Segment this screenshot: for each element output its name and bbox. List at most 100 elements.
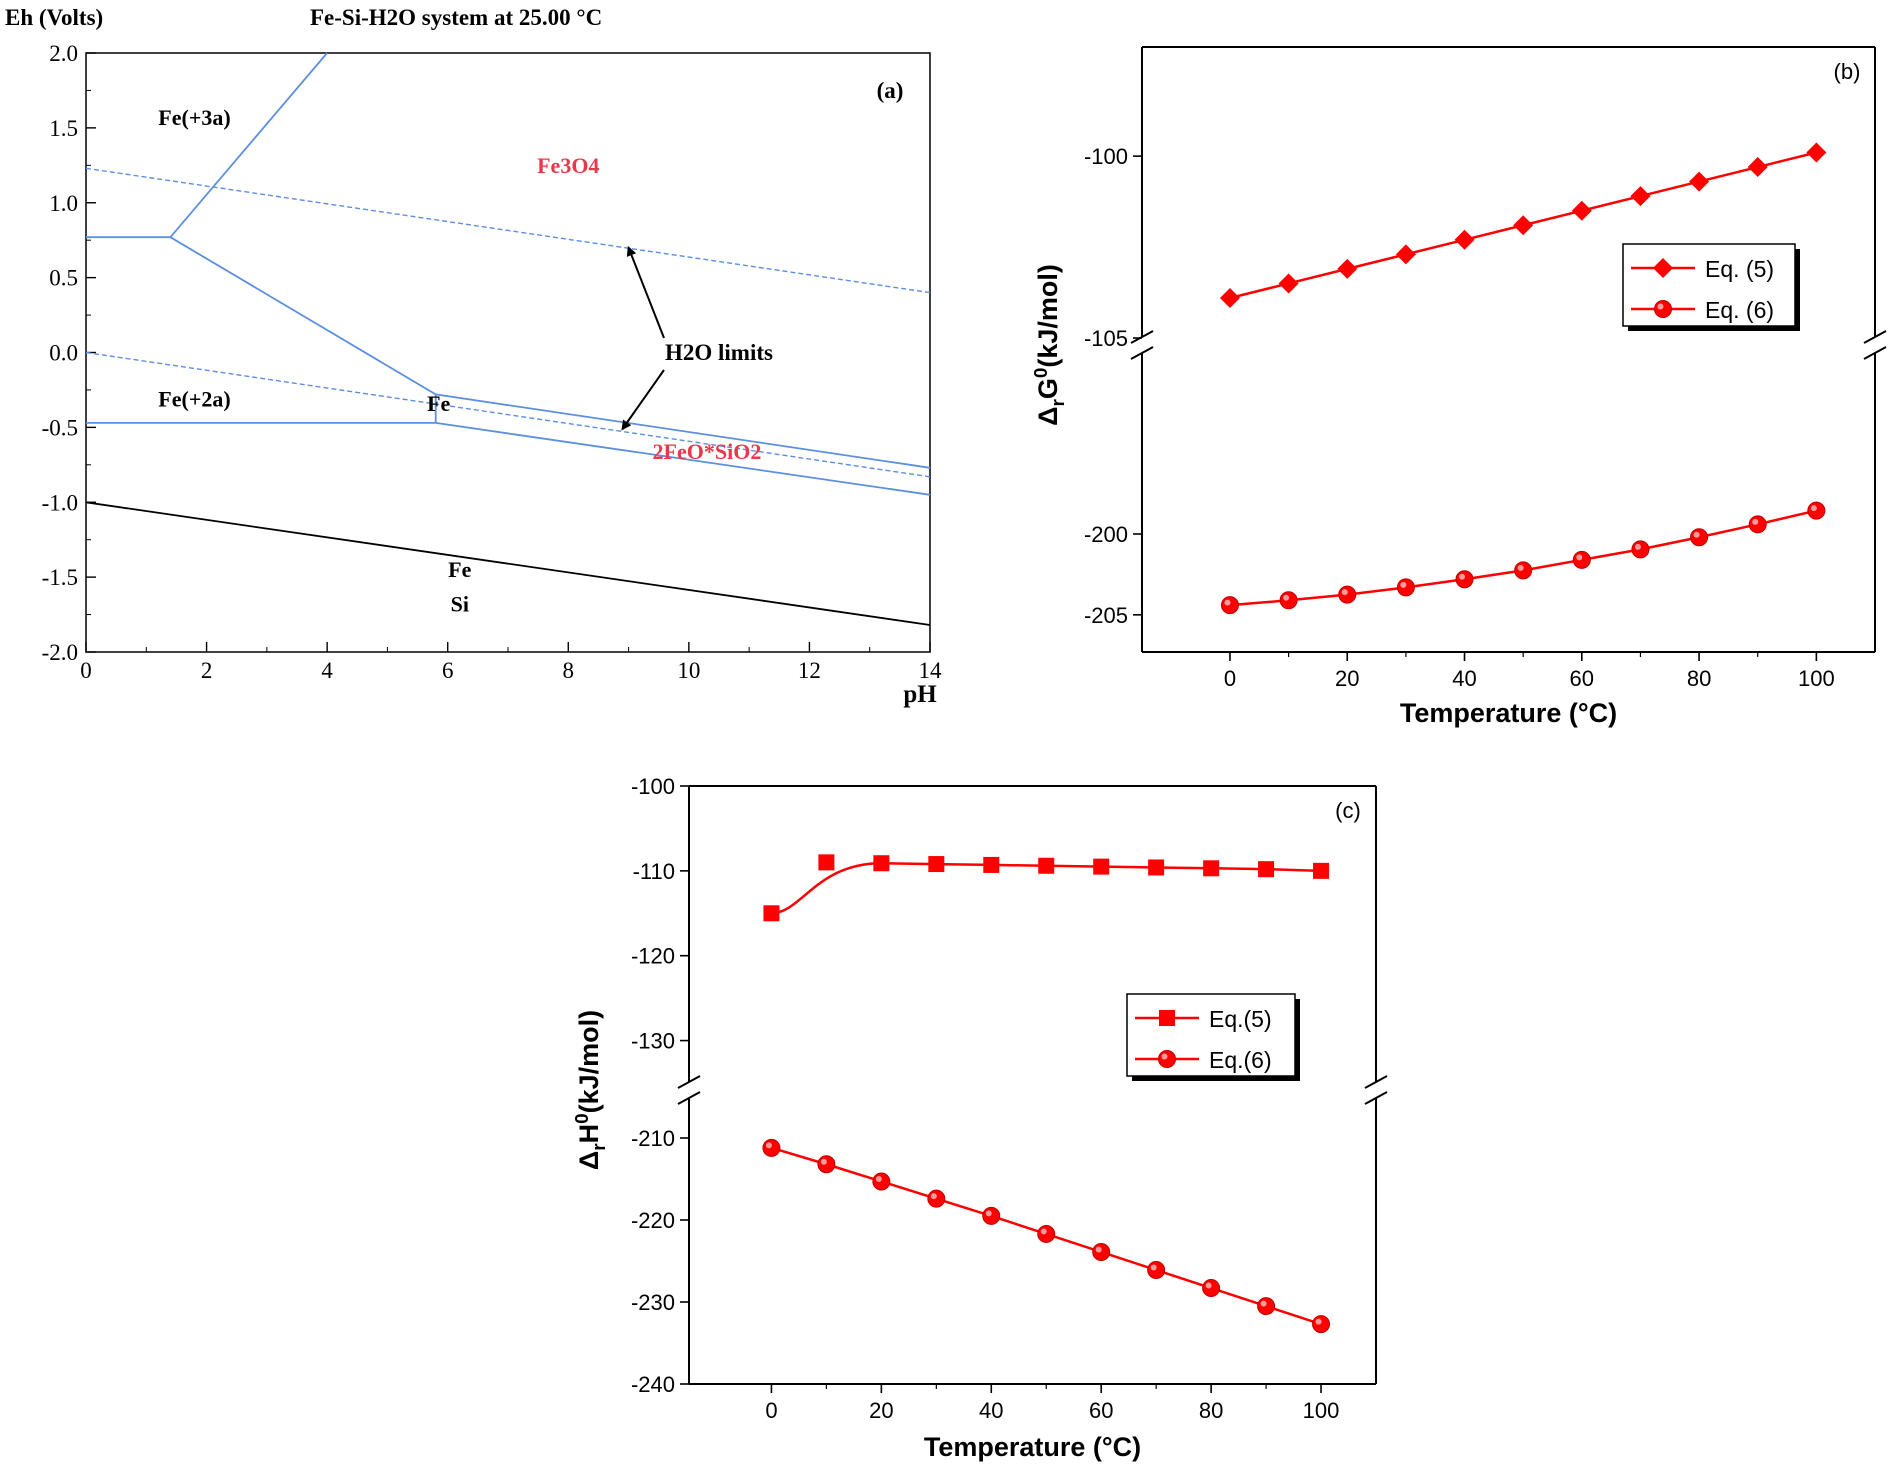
y-tick-label: -110 bbox=[633, 859, 675, 884]
data-point-diamond bbox=[1653, 258, 1673, 278]
panel-b-gibbs-energy-chart: 0 20 40 60 80 100 -100 -105 -200 -205 Temperature … bbox=[1031, 46, 1887, 728]
chart-title: Fe-Si-H2O system at 25.00 °C bbox=[310, 5, 602, 30]
data-point-highlight bbox=[1459, 573, 1466, 580]
data-point-highlight bbox=[1693, 531, 1700, 538]
data-point-circle bbox=[817, 1155, 836, 1174]
data-point-highlight bbox=[1040, 1228, 1047, 1235]
data-point-highlight bbox=[930, 1193, 937, 1200]
region-label: Fe bbox=[448, 557, 471, 582]
data-point-diamond bbox=[1337, 258, 1358, 279]
axis-break-mark bbox=[1863, 330, 1887, 344]
y-tick-label: -240 bbox=[631, 1372, 675, 1397]
data-point-circle bbox=[1748, 515, 1767, 534]
panel-label: (b) bbox=[1834, 59, 1861, 84]
data-point-square bbox=[1258, 861, 1275, 878]
y-tick-label: -105 bbox=[1084, 326, 1128, 351]
y-axis-label: ΔrG0(kJ/mol) bbox=[1031, 264, 1069, 426]
y-tick-label: -1.0 bbox=[42, 490, 78, 515]
data-point-diamond bbox=[1454, 229, 1475, 250]
data-point-square bbox=[818, 854, 835, 871]
data-point-highlight bbox=[1341, 589, 1348, 596]
region-label: Fe3O4 bbox=[537, 153, 599, 178]
data-point-circle bbox=[1092, 1242, 1111, 1261]
data-point-circle bbox=[1654, 300, 1672, 318]
x-tick-label: 80 bbox=[1687, 666, 1711, 691]
data-point-highlight bbox=[1224, 599, 1231, 606]
x-tick-label: 60 bbox=[1089, 1398, 1113, 1423]
x-tick-label: 0 bbox=[1224, 666, 1236, 691]
data-point-circle bbox=[1220, 596, 1239, 615]
data-point-circle bbox=[762, 1138, 781, 1157]
x-tick-label: 100 bbox=[1303, 1398, 1340, 1423]
boundary-line-b5 bbox=[435, 393, 931, 469]
x-tick-label: 0 bbox=[765, 1398, 777, 1423]
y-tick-label: -220 bbox=[631, 1208, 675, 1233]
y-tick-label: -2.0 bbox=[42, 640, 78, 665]
data-point-square bbox=[873, 855, 890, 872]
series-line bbox=[771, 861, 1322, 915]
y-axis-label-part: 0 bbox=[1031, 368, 1052, 379]
x-axis-label: Temperature (°C) bbox=[1400, 698, 1617, 728]
data-point-diamond bbox=[1806, 142, 1827, 163]
y-tick-label: -205 bbox=[1084, 603, 1128, 628]
y-tick-label: -130 bbox=[631, 1029, 675, 1054]
region-label: Fe bbox=[427, 391, 450, 416]
y-tick-label: -100 bbox=[1084, 144, 1128, 169]
data-point-square bbox=[763, 905, 780, 922]
region-label: 2FeO*SiO2 bbox=[653, 439, 762, 464]
data-point-circle bbox=[1690, 528, 1709, 547]
data-point-circle bbox=[1455, 570, 1474, 589]
y-axis-label-part: (kJ/mol) bbox=[574, 1010, 604, 1114]
panel-a-eh-ph-diagram: 0 2 4 6 8 10 12 14 2.0 1.5 1.0 0.5 0.0 -0.5 -1.0 -1.5 -2… bbox=[5, 5, 942, 708]
data-point-highlight bbox=[1095, 1246, 1102, 1253]
region-label: Si bbox=[451, 592, 469, 617]
axis-break-mark bbox=[677, 1091, 701, 1105]
panel-c-enthalpy-chart: 0 20 40 60 80 100 -100 -110 -120 -130 -210 -220 -230… bbox=[572, 774, 1388, 1462]
x-axis-label: Temperature (°C) bbox=[924, 1432, 1141, 1462]
axis-break-mark bbox=[1364, 1091, 1388, 1105]
y-tick-label: -210 bbox=[631, 1126, 675, 1151]
y-axis-label-part: r bbox=[1048, 399, 1069, 407]
series-diamond bbox=[1219, 142, 1827, 308]
x-tick-label: 60 bbox=[1570, 666, 1594, 691]
boundary-line-b3 bbox=[169, 236, 437, 396]
y-tick-label: 0.0 bbox=[49, 341, 78, 366]
data-point-diamond bbox=[1513, 215, 1534, 236]
y-axis-label-part: r bbox=[589, 1143, 610, 1151]
y-axis-label: ΔrH0(kJ/mol) bbox=[572, 1010, 610, 1170]
data-point-highlight bbox=[1205, 1282, 1212, 1289]
data-point-circle bbox=[1572, 550, 1591, 569]
panel-label: (a) bbox=[877, 78, 904, 103]
y-tick-label: -100 bbox=[631, 774, 675, 799]
region-label: Fe(+2a) bbox=[158, 386, 230, 411]
data-point-circle bbox=[982, 1206, 1001, 1225]
data-point-highlight bbox=[875, 1175, 882, 1182]
x-tick-label: 80 bbox=[1199, 1398, 1223, 1423]
data-point-diamond bbox=[1630, 186, 1651, 207]
data-point-circle bbox=[872, 1172, 891, 1191]
data-point-highlight bbox=[985, 1210, 992, 1217]
x-tick-label: 14 bbox=[919, 658, 943, 683]
panel-label: (c) bbox=[1335, 798, 1361, 823]
axis-break-mark bbox=[1364, 1075, 1388, 1089]
data-point-diamond bbox=[1689, 171, 1710, 192]
y-tick-label: 1.5 bbox=[49, 116, 78, 141]
x-tick-label: 12 bbox=[798, 658, 821, 683]
data-point-square bbox=[1313, 862, 1330, 879]
data-point-square bbox=[1093, 858, 1110, 875]
legend-label: Eq. (5) bbox=[1705, 256, 1774, 282]
y-tick-label: -230 bbox=[631, 1290, 675, 1315]
boundary-line-h2o-lower bbox=[85, 351, 931, 478]
data-point-square bbox=[1148, 859, 1165, 876]
data-point-highlight bbox=[765, 1142, 772, 1149]
axis-break-mark bbox=[1863, 346, 1887, 360]
data-point-square bbox=[983, 856, 1000, 873]
data-point-highlight bbox=[1576, 554, 1583, 561]
data-point-circle bbox=[1396, 578, 1415, 597]
data-point-highlight bbox=[1634, 543, 1641, 550]
x-tick-label: 20 bbox=[869, 1398, 893, 1423]
series-square bbox=[763, 854, 1330, 922]
data-point-highlight bbox=[1283, 594, 1290, 601]
x-tick-label: 10 bbox=[677, 658, 700, 683]
